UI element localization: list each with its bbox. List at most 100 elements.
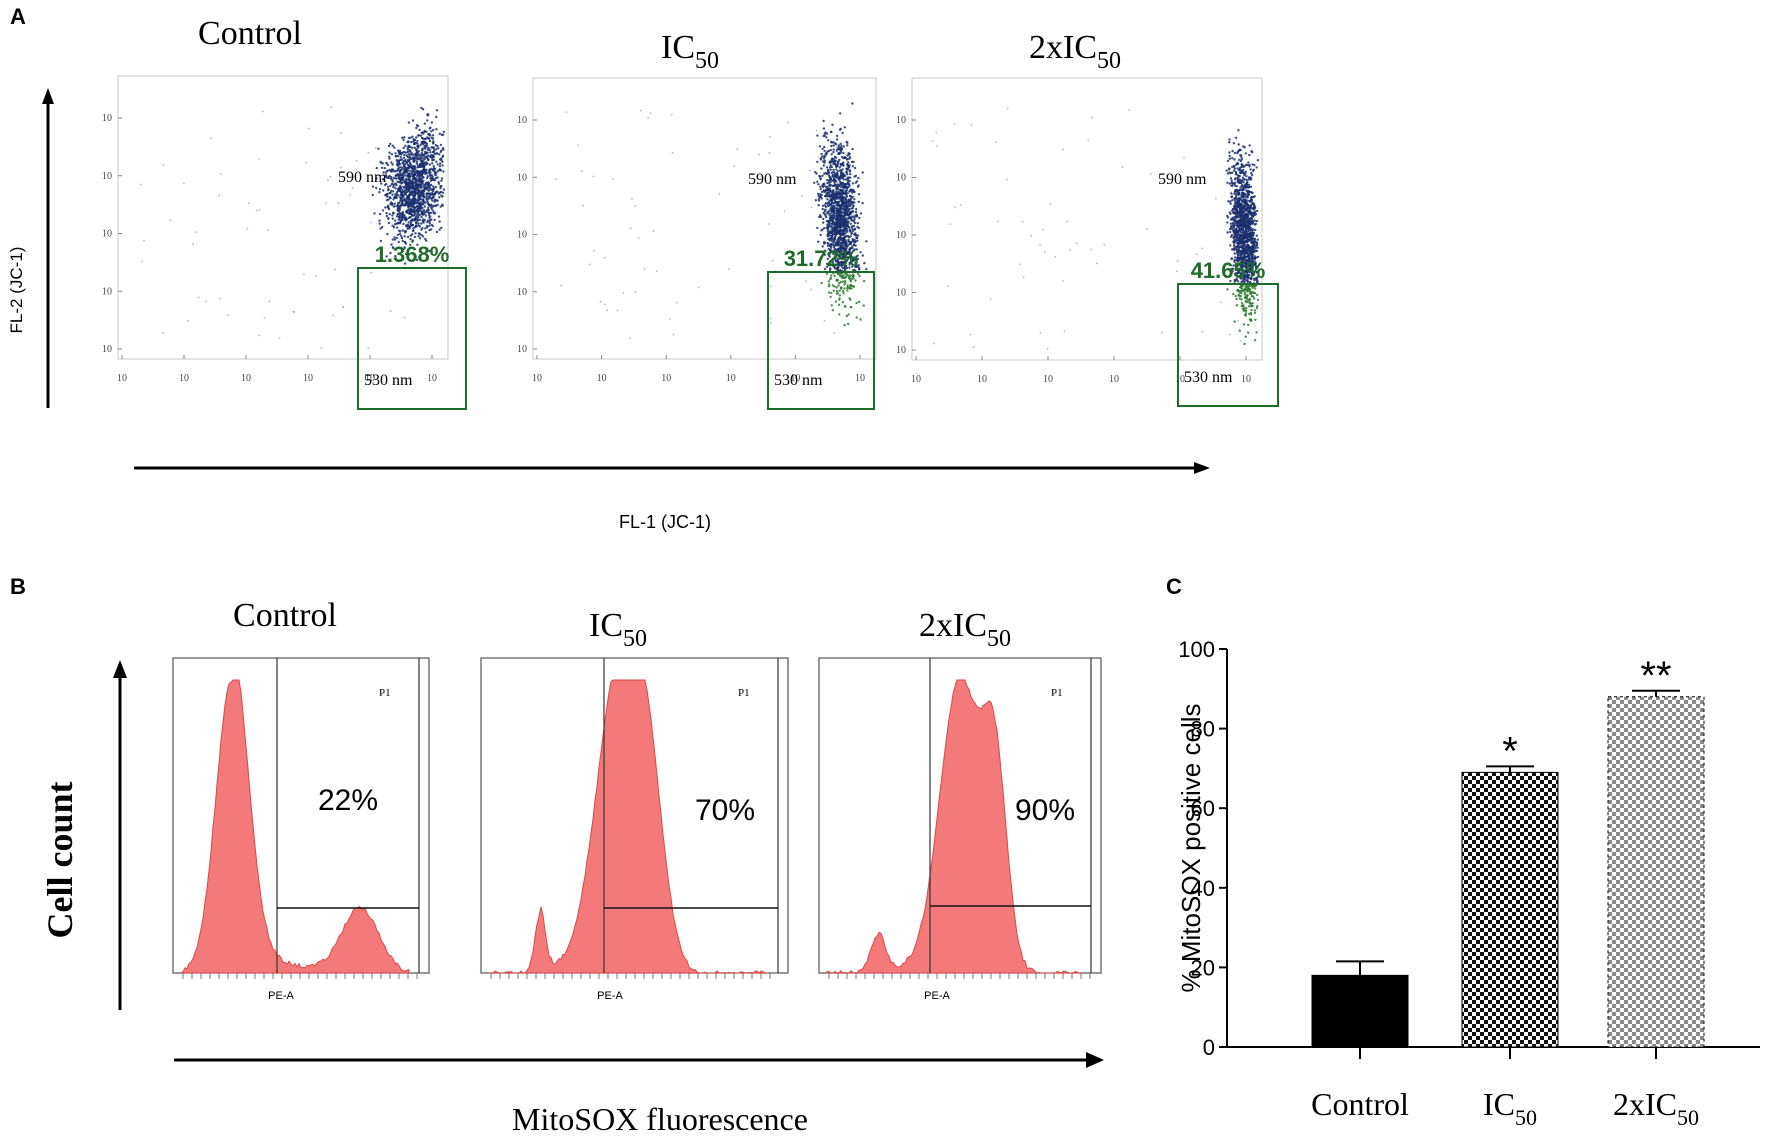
panel-label-c: C: [1166, 574, 1182, 599]
y-axis-label: % MitoSOX positive cells: [1176, 704, 1206, 993]
x-tick-label: 10: [661, 373, 671, 384]
x-tick-label: 10: [790, 373, 800, 384]
y-tick-label: 10: [102, 344, 112, 355]
panel-a-x-arrowhead: [1194, 462, 1210, 474]
x-tick-label: 10: [597, 373, 607, 384]
gate-530nm: [357, 267, 467, 410]
x-tick-label: 10: [726, 373, 736, 384]
label-590nm: 590 nm: [1158, 171, 1207, 188]
y-tick-label: 0: [1203, 1035, 1215, 1060]
dot-plot-title: 2xIC50: [1029, 29, 1121, 74]
dot-plot-frame: [911, 77, 1263, 361]
category-label-base: IC: [1483, 1086, 1515, 1122]
y-tick-label: 10: [517, 172, 527, 183]
gate-percent: 1.368%: [375, 242, 450, 267]
category-label-3: 2xIC50: [1613, 1086, 1699, 1130]
histogram-title-sub: 50: [987, 626, 1011, 652]
x-tick-label: 10: [911, 374, 921, 385]
bar-2: [1461, 771, 1559, 1048]
x-tick-label: 10: [1241, 374, 1251, 385]
y-tick-label: 60: [1191, 796, 1215, 821]
y-tick-label: 10: [102, 171, 112, 182]
label-530nm: 530 nm: [774, 372, 823, 389]
gate-530nm: [767, 271, 875, 410]
category-label-base: 2xIC: [1613, 1086, 1677, 1122]
gate-name: P1: [379, 687, 391, 699]
y-tick-label: 10: [896, 115, 906, 126]
category-label-sub: 50: [1677, 1105, 1699, 1130]
panel-a-y-arrowhead: [42, 88, 54, 104]
x-tick-label: 10: [532, 373, 542, 384]
dot-plot-title-sub: 50: [695, 48, 719, 74]
y-tick-label: 10: [896, 230, 906, 241]
x-tick-label: 10: [1175, 374, 1185, 385]
y-tick-label: 10: [517, 287, 527, 298]
x-tick-label: 10: [977, 374, 987, 385]
dot-plot-2: 10 10 10 10 10 10 10 10 10 10 10 IC50 590 nm 530 nm 31…: [517, 29, 877, 410]
y-tick-label: 10: [896, 288, 906, 299]
category-label-1: Control: [1311, 1086, 1409, 1122]
histogram-x-label: PE-A: [924, 990, 950, 1002]
gate-name: P1: [1051, 687, 1063, 699]
dot-plot-frame: [117, 75, 449, 360]
panel-b-x-axis-label: MitoSOX fluorescence: [512, 1101, 808, 1137]
dot-plot-frame: [532, 77, 877, 360]
panel-b-y-arrowhead: [113, 660, 127, 678]
y-tick-label: 100: [1178, 637, 1215, 662]
x-tick-label: 10: [117, 373, 127, 384]
histogram-2: IC50 P1 70% PE-A: [480, 607, 789, 1002]
dot-plot-title-base: 2xIC: [1029, 29, 1097, 66]
histogram-title-base: IC: [589, 607, 623, 644]
histogram-title-base: 2xIC: [919, 607, 987, 644]
panel-a-x-axis-label: FL-1 (JC-1): [619, 512, 711, 532]
bar-3: [1607, 696, 1705, 1048]
y-tick-label: 10: [517, 344, 527, 355]
x-tick-label: 10: [1043, 374, 1053, 385]
dot-plot-title: Control: [198, 15, 302, 52]
x-tick-label: 10: [179, 373, 189, 384]
y-tick-label: 10: [517, 115, 527, 126]
histogram-title: 2xIC50: [919, 607, 1011, 652]
dot-plot-title-sub: 50: [1097, 48, 1121, 74]
significance-marker-2: *: [1502, 729, 1518, 773]
y-tick-label: 10: [102, 229, 112, 240]
histogram-3: 2xIC50 P1 90% PE-A: [818, 607, 1102, 1002]
panel-b-x-arrowhead: [1086, 1052, 1104, 1068]
x-tick-label: 10: [855, 373, 865, 384]
histogram-x-label: PE-A: [597, 990, 623, 1002]
gate-percent: 90%: [1015, 794, 1075, 827]
y-tick-label: 10: [102, 286, 112, 297]
y-tick-label: 10: [517, 230, 527, 241]
dot-plot-title: IC50: [661, 29, 719, 74]
label-530nm: 530 nm: [1184, 369, 1233, 386]
x-tick-label: 10: [1109, 374, 1119, 385]
y-tick-label: 40: [1191, 876, 1215, 901]
histogram-area: [489, 679, 768, 974]
panel-label-a: A: [10, 4, 26, 29]
category-label-sub: 50: [1515, 1105, 1537, 1130]
significance-marker-3: **: [1640, 654, 1671, 698]
gate-530nm: [1177, 283, 1279, 407]
panel-b-y-axis-label: Cell count: [40, 781, 80, 938]
dot-plot-3: 10 10 10 10 10 10 10 10 10 10 10 2xIC50 590 nm 530 nm…: [896, 29, 1279, 407]
histogram-x-label: PE-A: [268, 990, 294, 1002]
label-590nm: 590 nm: [748, 171, 797, 188]
bar-1: [1311, 974, 1409, 1048]
histogram-title: IC50: [589, 607, 647, 652]
y-tick-label: 10: [896, 345, 906, 356]
y-tick-label: 20: [1191, 955, 1215, 980]
dot-cloud: [555, 102, 868, 340]
dot-plot-1: 10 10 10 10 10 10 10 10 10 10 10 Control 590 nm 530 n…: [102, 15, 467, 410]
label-530nm: 530 nm: [364, 372, 413, 389]
gate-percent: 41.65%: [1191, 258, 1266, 283]
x-tick-label: 10: [303, 373, 313, 384]
dot-plot-title-base: IC: [661, 29, 695, 66]
histogram-title-sub: 50: [623, 626, 647, 652]
category-label-2: IC50: [1483, 1086, 1537, 1130]
gate-name: P1: [738, 687, 750, 699]
dot-cloud: [931, 107, 1260, 350]
panel-a-y-axis-label: FL-2 (JC-1): [7, 247, 26, 334]
histogram-title: Control: [233, 597, 337, 634]
panel-label-b: B: [10, 574, 26, 599]
